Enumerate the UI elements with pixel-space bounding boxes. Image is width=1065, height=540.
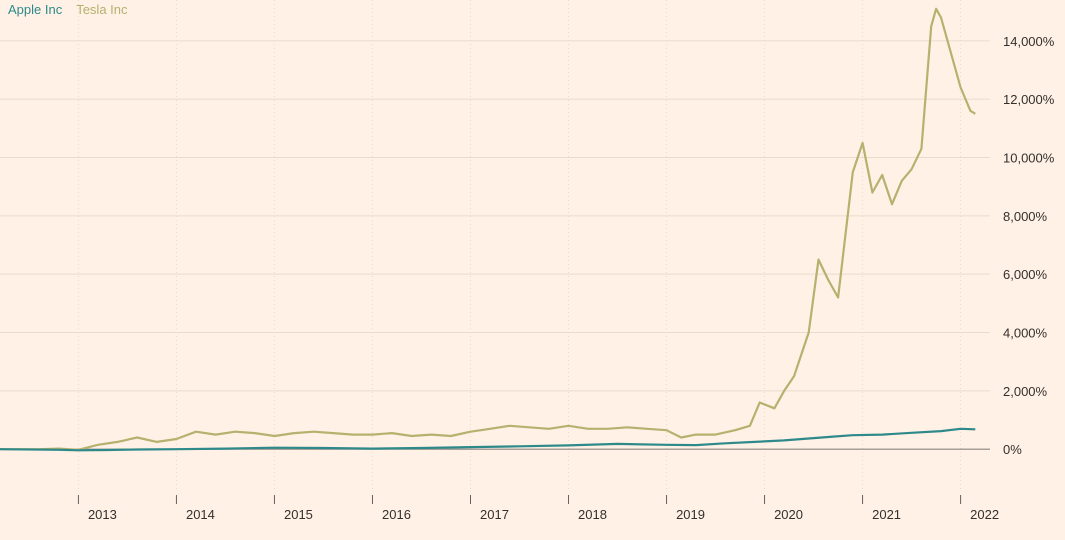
x-tick-label: 2016 <box>382 507 411 522</box>
x-tick-label: 2015 <box>284 507 313 522</box>
x-tick-label: 2021 <box>872 507 901 522</box>
x-tick-label: 2022 <box>970 507 999 522</box>
y-tick-label: 12,000% <box>1003 92 1055 107</box>
legend: Apple Inc Tesla Inc <box>8 2 128 17</box>
x-tick-label: 2014 <box>186 507 215 522</box>
tesla-series-line <box>0 7 976 451</box>
y-tick-label: 8,000% <box>1003 209 1048 224</box>
legend-tesla: Tesla Inc <box>76 2 128 17</box>
y-tick-label: 14,000% <box>1003 34 1055 49</box>
y-tick-label: 2,000% <box>1003 384 1048 399</box>
y-tick-label: 10,000% <box>1003 151 1055 166</box>
y-tick-label: 4,000% <box>1003 326 1048 341</box>
x-tick-label: 2018 <box>578 507 607 522</box>
apple-series-line <box>0 427 976 452</box>
y-tick-label: 6,000% <box>1003 267 1048 282</box>
x-tick-label: 2020 <box>774 507 803 522</box>
x-tick-label: 2017 <box>480 507 509 522</box>
legend-apple: Apple Inc <box>8 2 63 17</box>
y-tick-label: 0% <box>1003 442 1022 457</box>
x-tick-label: 2013 <box>88 507 117 522</box>
x-tick-label: 2019 <box>676 507 705 522</box>
